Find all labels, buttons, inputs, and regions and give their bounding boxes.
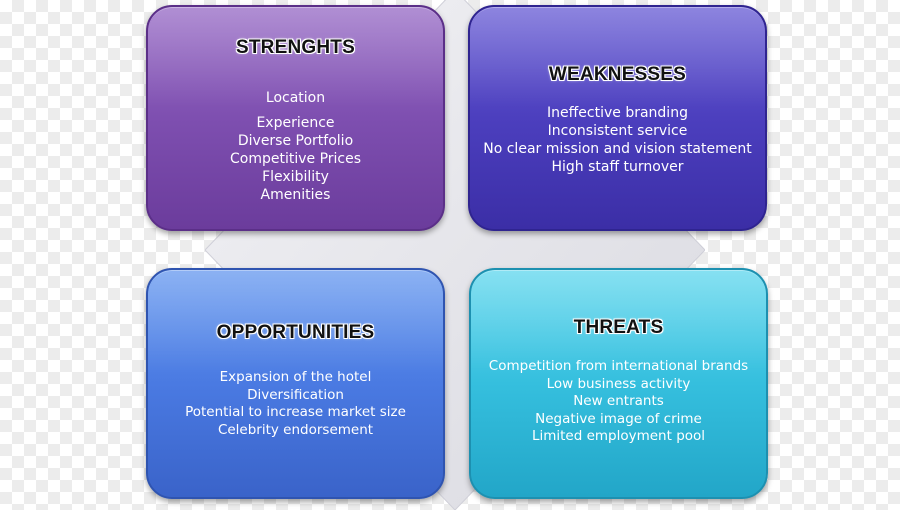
- threats-list: Competition from international brands Lo…: [471, 358, 766, 446]
- list-item: Competition from international brands: [488, 358, 749, 374]
- list-item: Diversification: [247, 386, 344, 403]
- opportunities-list: Expansion of the hotel Diversification P…: [148, 369, 443, 439]
- list-item: Competitive Prices: [229, 151, 362, 167]
- strengths-title: STRENGHTS: [236, 37, 355, 58]
- opportunities-box: OPPORTUNITIES Expansion of the hotel Div…: [146, 268, 445, 499]
- list-item: Experience: [256, 115, 335, 131]
- threats-title: THREATS: [573, 317, 664, 338]
- list-item: Flexibility: [262, 169, 329, 185]
- list-item: Negative image of crime: [535, 410, 702, 427]
- list-item: Limited employment pool: [531, 428, 706, 444]
- strengths-box: STRENGHTS Location Experience Diverse Po…: [146, 5, 445, 231]
- weaknesses-title: WEAKNESSES: [548, 64, 687, 85]
- strengths-list: Location Experience Diverse Portfolio Co…: [148, 89, 443, 204]
- opportunities-title: OPPORTUNITIES: [216, 322, 375, 343]
- list-item: Location: [265, 90, 326, 106]
- weaknesses-list: Ineffective branding Inconsistent servic…: [470, 104, 765, 176]
- list-item: Celebrity endorsement: [217, 421, 374, 438]
- list-item: Potential to increase market size: [185, 404, 406, 420]
- list-item: Diverse Portfolio: [237, 133, 354, 149]
- list-item: Ineffective branding: [547, 105, 688, 121]
- list-item: Low business activity: [546, 375, 691, 392]
- list-item: No clear mission and vision statement: [483, 141, 752, 157]
- list-item: High staff turnover: [551, 159, 684, 175]
- list-item: Inconsistent service: [547, 123, 688, 139]
- list-item: New entrants: [573, 393, 664, 409]
- threats-box: THREATS Competition from international b…: [469, 268, 768, 499]
- list-item: Expansion of the hotel: [219, 369, 372, 385]
- list-item: Amenities: [260, 187, 331, 203]
- weaknesses-box: WEAKNESSES Ineffective branding Inconsis…: [468, 5, 767, 231]
